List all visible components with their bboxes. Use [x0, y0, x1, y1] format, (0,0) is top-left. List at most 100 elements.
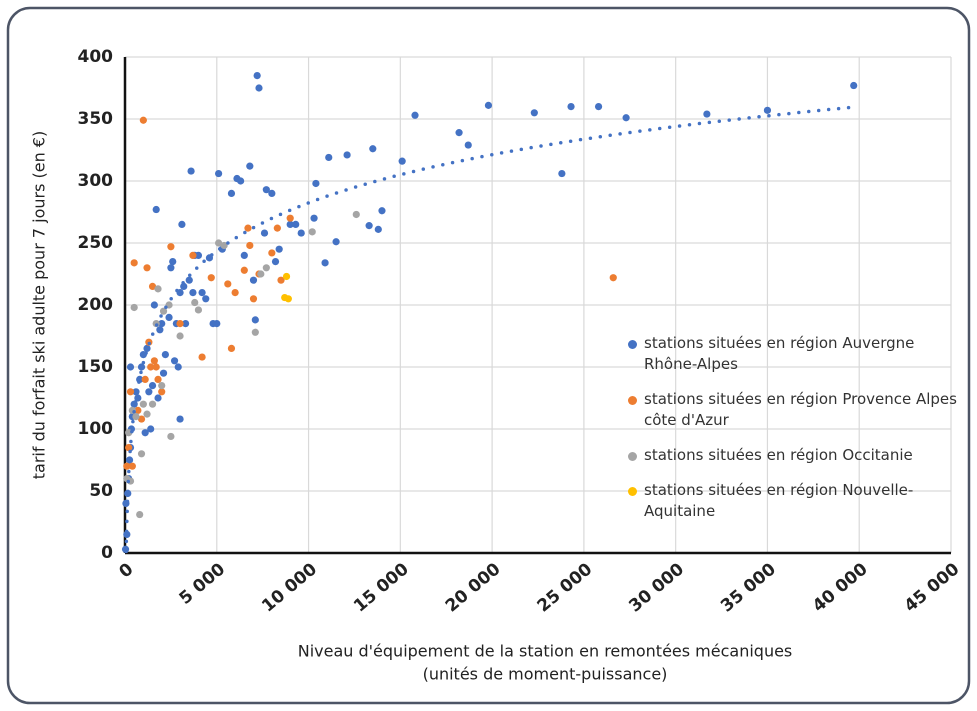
- point: [240, 266, 248, 274]
- y-tick-label: 250: [78, 233, 114, 253]
- point: [123, 530, 131, 539]
- point: [255, 84, 263, 92]
- point: [154, 394, 162, 402]
- legend-marker: [628, 340, 637, 349]
- point: [154, 375, 162, 383]
- point: [159, 369, 168, 377]
- point: [251, 328, 259, 336]
- point: [703, 110, 711, 118]
- y-tick-label: 200: [78, 295, 114, 315]
- point: [152, 363, 160, 371]
- point: [352, 210, 360, 219]
- point: [567, 103, 575, 111]
- point: [176, 332, 184, 340]
- point: [126, 388, 135, 396]
- point: [125, 444, 133, 452]
- point: [165, 313, 173, 321]
- point: [249, 295, 258, 303]
- point: [147, 425, 155, 433]
- point: [130, 259, 138, 267]
- point: [215, 239, 223, 247]
- legend-label: stations situées en région Provence Alpe…: [644, 390, 957, 429]
- point: [176, 320, 184, 328]
- point: [170, 357, 179, 365]
- point: [198, 353, 206, 361]
- point: [198, 289, 206, 297]
- point: [609, 274, 617, 282]
- point: [185, 276, 193, 284]
- point: [277, 276, 285, 284]
- point: [126, 363, 135, 371]
- y-tick-label: 150: [78, 357, 114, 377]
- legend-item: stations situées en région Nouvelle-Aqui…: [628, 480, 963, 522]
- point: [310, 214, 318, 222]
- frame: [6, 6, 971, 705]
- point: [213, 320, 221, 328]
- point: [268, 249, 276, 257]
- point: [132, 413, 140, 421]
- point: [262, 186, 270, 194]
- point: [260, 229, 269, 237]
- x-axis-label: (unités de moment-puissance): [423, 665, 668, 684]
- point: [763, 106, 772, 114]
- point: [249, 276, 258, 284]
- point: [156, 326, 164, 334]
- y-tick-label: 100: [78, 419, 114, 439]
- point: [150, 301, 158, 309]
- point: [148, 400, 157, 408]
- point: [139, 116, 147, 124]
- point: [374, 225, 382, 233]
- point: [378, 207, 386, 215]
- point: [321, 259, 329, 267]
- point: [622, 114, 630, 122]
- trendline: [124, 105, 856, 554]
- point: [282, 272, 291, 281]
- point: [139, 400, 147, 408]
- point: [227, 189, 236, 197]
- point: [169, 258, 177, 266]
- point: [398, 157, 406, 165]
- legend-label: stations situées en région Nouvelle-Aqui…: [644, 481, 914, 520]
- point: [150, 357, 158, 365]
- point: [167, 264, 175, 272]
- point: [194, 306, 203, 314]
- point: [130, 303, 138, 312]
- point: [143, 344, 151, 352]
- point: [207, 274, 215, 282]
- point: [147, 363, 155, 371]
- point: [594, 103, 603, 111]
- point: [191, 298, 199, 307]
- point: [141, 429, 149, 437]
- point: [455, 129, 463, 137]
- legend-marker: [628, 487, 637, 496]
- point: [123, 462, 131, 470]
- point: [167, 243, 175, 251]
- point: [257, 270, 265, 278]
- legend-label: stations situées en région Auvergne Rhôn…: [644, 334, 915, 373]
- legend-label: stations situées en région Occitanie: [644, 446, 913, 464]
- point: [275, 245, 283, 253]
- point: [215, 169, 223, 178]
- point: [308, 228, 316, 236]
- point: [292, 220, 300, 228]
- point: [343, 151, 351, 159]
- x-axis-label: Niveau d'équipement de la station en rem…: [298, 642, 793, 661]
- legend-item: stations situées en région Occitanie: [628, 445, 963, 466]
- point: [286, 220, 294, 228]
- point: [128, 462, 136, 470]
- point: [284, 295, 292, 303]
- point: [850, 81, 858, 90]
- legend-item: stations situées en région Auvergne Rhôn…: [628, 333, 963, 375]
- point: [180, 282, 188, 290]
- y-tick-label: 0: [101, 543, 113, 563]
- point: [262, 264, 270, 272]
- point: [159, 307, 168, 315]
- point: [158, 320, 166, 328]
- point: [148, 282, 157, 290]
- point: [530, 109, 538, 117]
- points: [121, 72, 858, 553]
- point: [273, 224, 281, 232]
- point: [143, 264, 151, 272]
